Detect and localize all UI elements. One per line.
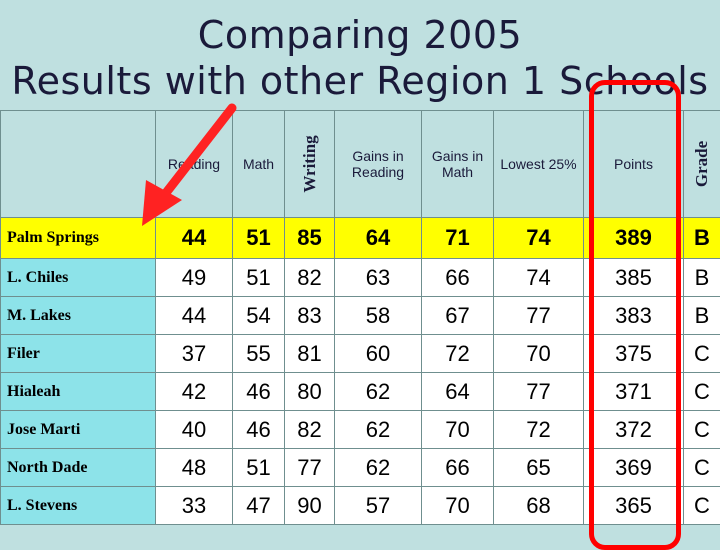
cell-reading: 44 (156, 297, 233, 335)
cell-points: 385 (584, 259, 684, 297)
cell-gains-reading: 62 (335, 373, 422, 411)
cell-gains-math: 67 (422, 297, 494, 335)
cell-gains-math: 64 (422, 373, 494, 411)
school-name: Palm Springs (1, 218, 156, 259)
school-name: M. Lakes (1, 297, 156, 335)
cell-gains-reading: 62 (335, 411, 422, 449)
cell-math: 51 (233, 449, 285, 487)
cell-writing: 90 (285, 487, 335, 525)
cell-gains-math: 70 (422, 411, 494, 449)
school-name: Filer (1, 335, 156, 373)
header-writing: Writing (285, 111, 335, 218)
cell-gains-reading: 57 (335, 487, 422, 525)
cell-gains-math: 66 (422, 259, 494, 297)
header-reading: Reading (156, 111, 233, 218)
cell-points: 372 (584, 411, 684, 449)
cell-reading: 40 (156, 411, 233, 449)
cell-math: 46 (233, 411, 285, 449)
header-lowest-25: Lowest 25% (494, 111, 584, 218)
cell-points: 365 (584, 487, 684, 525)
cell-lowest-25: 68 (494, 487, 584, 525)
header-grade: Grade (684, 111, 720, 218)
cell-grade: C (684, 335, 720, 373)
school-name: L. Chiles (1, 259, 156, 297)
header-gains-reading: Gains in Reading (335, 111, 422, 218)
cell-gains-reading: 62 (335, 449, 422, 487)
cell-writing: 82 (285, 259, 335, 297)
cell-gains-reading: 58 (335, 297, 422, 335)
cell-math: 54 (233, 297, 285, 335)
cell-reading: 33 (156, 487, 233, 525)
cell-grade: C (684, 411, 720, 449)
cell-grade: C (684, 449, 720, 487)
school-name: L. Stevens (1, 487, 156, 525)
school-name: Hialeah (1, 373, 156, 411)
cell-gains-math: 72 (422, 335, 494, 373)
cell-gains-math: 71 (422, 218, 494, 259)
cell-points: 383 (584, 297, 684, 335)
results-table: Reading Math Writing Gains in Reading Ga… (0, 110, 720, 525)
cell-writing: 85 (285, 218, 335, 259)
cell-gains-reading: 64 (335, 218, 422, 259)
title-line-2: Results with other Region 1 Schools (0, 58, 720, 104)
cell-grade: B (684, 259, 720, 297)
cell-math: 51 (233, 259, 285, 297)
header-gains-math: Gains in Math (422, 111, 494, 218)
cell-reading: 44 (156, 218, 233, 259)
cell-writing: 83 (285, 297, 335, 335)
cell-lowest-25: 70 (494, 335, 584, 373)
cell-lowest-25: 72 (494, 411, 584, 449)
cell-math: 47 (233, 487, 285, 525)
cell-math: 51 (233, 218, 285, 259)
cell-reading: 49 (156, 259, 233, 297)
school-name: North Dade (1, 449, 156, 487)
cell-grade: B (684, 218, 720, 259)
cell-points: 371 (584, 373, 684, 411)
cell-reading: 37 (156, 335, 233, 373)
header-math: Math (233, 111, 285, 218)
cell-grade: B (684, 297, 720, 335)
cell-gains-reading: 60 (335, 335, 422, 373)
cell-points: 389 (584, 218, 684, 259)
cell-gains-math: 66 (422, 449, 494, 487)
header-points: Points (584, 111, 684, 218)
cell-lowest-25: 65 (494, 449, 584, 487)
cell-math: 55 (233, 335, 285, 373)
cell-lowest-25: 74 (494, 259, 584, 297)
cell-points: 369 (584, 449, 684, 487)
header-school (1, 111, 156, 218)
cell-lowest-25: 77 (494, 373, 584, 411)
cell-lowest-25: 77 (494, 297, 584, 335)
cell-gains-math: 70 (422, 487, 494, 525)
cell-points: 375 (584, 335, 684, 373)
cell-writing: 77 (285, 449, 335, 487)
cell-reading: 42 (156, 373, 233, 411)
cell-lowest-25: 74 (494, 218, 584, 259)
cell-math: 46 (233, 373, 285, 411)
slide-title: Comparing 2005 Results with other Region… (0, 12, 720, 104)
header-row: Reading Math Writing Gains in Reading Ga… (1, 111, 720, 218)
cell-grade: C (684, 373, 720, 411)
school-name: Jose Marti (1, 411, 156, 449)
cell-grade: C (684, 487, 720, 525)
cell-writing: 81 (285, 335, 335, 373)
cell-reading: 48 (156, 449, 233, 487)
cell-writing: 80 (285, 373, 335, 411)
cell-writing: 82 (285, 411, 335, 449)
title-line-1: Comparing 2005 (0, 12, 720, 58)
cell-gains-reading: 63 (335, 259, 422, 297)
